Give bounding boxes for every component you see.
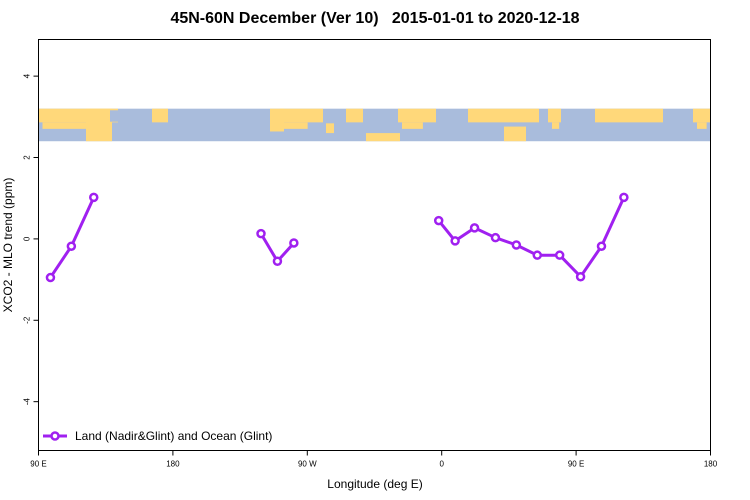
y-axis-label: XCO2 - MLO trend (ppm) <box>1 178 15 313</box>
map-land <box>270 108 284 132</box>
x-tick-label: 90 E <box>568 460 584 469</box>
map-land <box>326 123 334 134</box>
map-land <box>284 122 308 129</box>
data-point <box>89 192 99 203</box>
legend-swatch-marker <box>50 431 60 441</box>
x-tick-label: 90 E <box>30 460 46 469</box>
data-point <box>490 232 501 243</box>
y-tick-label: -2 <box>23 316 32 324</box>
data-point <box>469 223 480 233</box>
data-point <box>272 256 283 267</box>
y-tick-label: 2 <box>23 155 32 160</box>
map-land <box>42 122 87 129</box>
y-tick-label: -4 <box>23 398 32 406</box>
x-axis-label: Longitude (deg E) <box>327 477 422 491</box>
world-map-band <box>38 108 711 142</box>
map-ocean <box>110 110 120 122</box>
data-point <box>289 238 299 248</box>
map-land <box>280 108 323 123</box>
map-land <box>595 108 663 123</box>
map-land <box>398 108 436 123</box>
map-land <box>468 108 539 123</box>
x-tick-label: 0 <box>439 460 444 469</box>
map-land <box>697 122 707 129</box>
data-point <box>433 215 444 226</box>
series-layer <box>45 192 629 283</box>
y-tick-label: 0 <box>23 236 32 241</box>
y-tick-label: 4 <box>23 73 32 78</box>
map-land <box>366 133 400 142</box>
map-land <box>86 108 112 142</box>
data-point <box>575 271 586 282</box>
data-point <box>256 228 266 239</box>
data-point <box>596 241 607 251</box>
legend: Land (Nadir&Glint) and Ocean (Glint) <box>43 429 272 443</box>
data-point <box>554 250 565 260</box>
x-tick-label: 180 <box>704 460 718 469</box>
x-axis: 90 E 180 90 W 0 90 E 180 <box>30 450 718 469</box>
map-land <box>346 108 363 123</box>
map-land <box>693 108 711 123</box>
y-axis: -4 -2 0 2 4 <box>23 73 39 405</box>
map-land <box>402 122 423 129</box>
x-tick-label: 180 <box>166 460 180 469</box>
x-tick-label: 90 W <box>298 460 317 469</box>
data-point <box>450 236 460 246</box>
map-land <box>552 122 560 129</box>
map-land <box>504 126 526 142</box>
series-line <box>437 196 626 279</box>
legend-label: Land (Nadir&Glint) and Ocean (Glint) <box>75 429 272 443</box>
data-point <box>45 272 56 283</box>
data-point <box>511 240 522 250</box>
data-point <box>532 250 543 260</box>
data-point <box>619 192 629 203</box>
series-line <box>49 196 96 279</box>
map-land <box>152 108 168 123</box>
chart-title: 45N-60N December (Ver 10) 2015-01-01 to … <box>170 10 580 27</box>
data-point <box>66 241 77 251</box>
plot-frame <box>38 39 711 451</box>
map-land <box>548 108 561 123</box>
